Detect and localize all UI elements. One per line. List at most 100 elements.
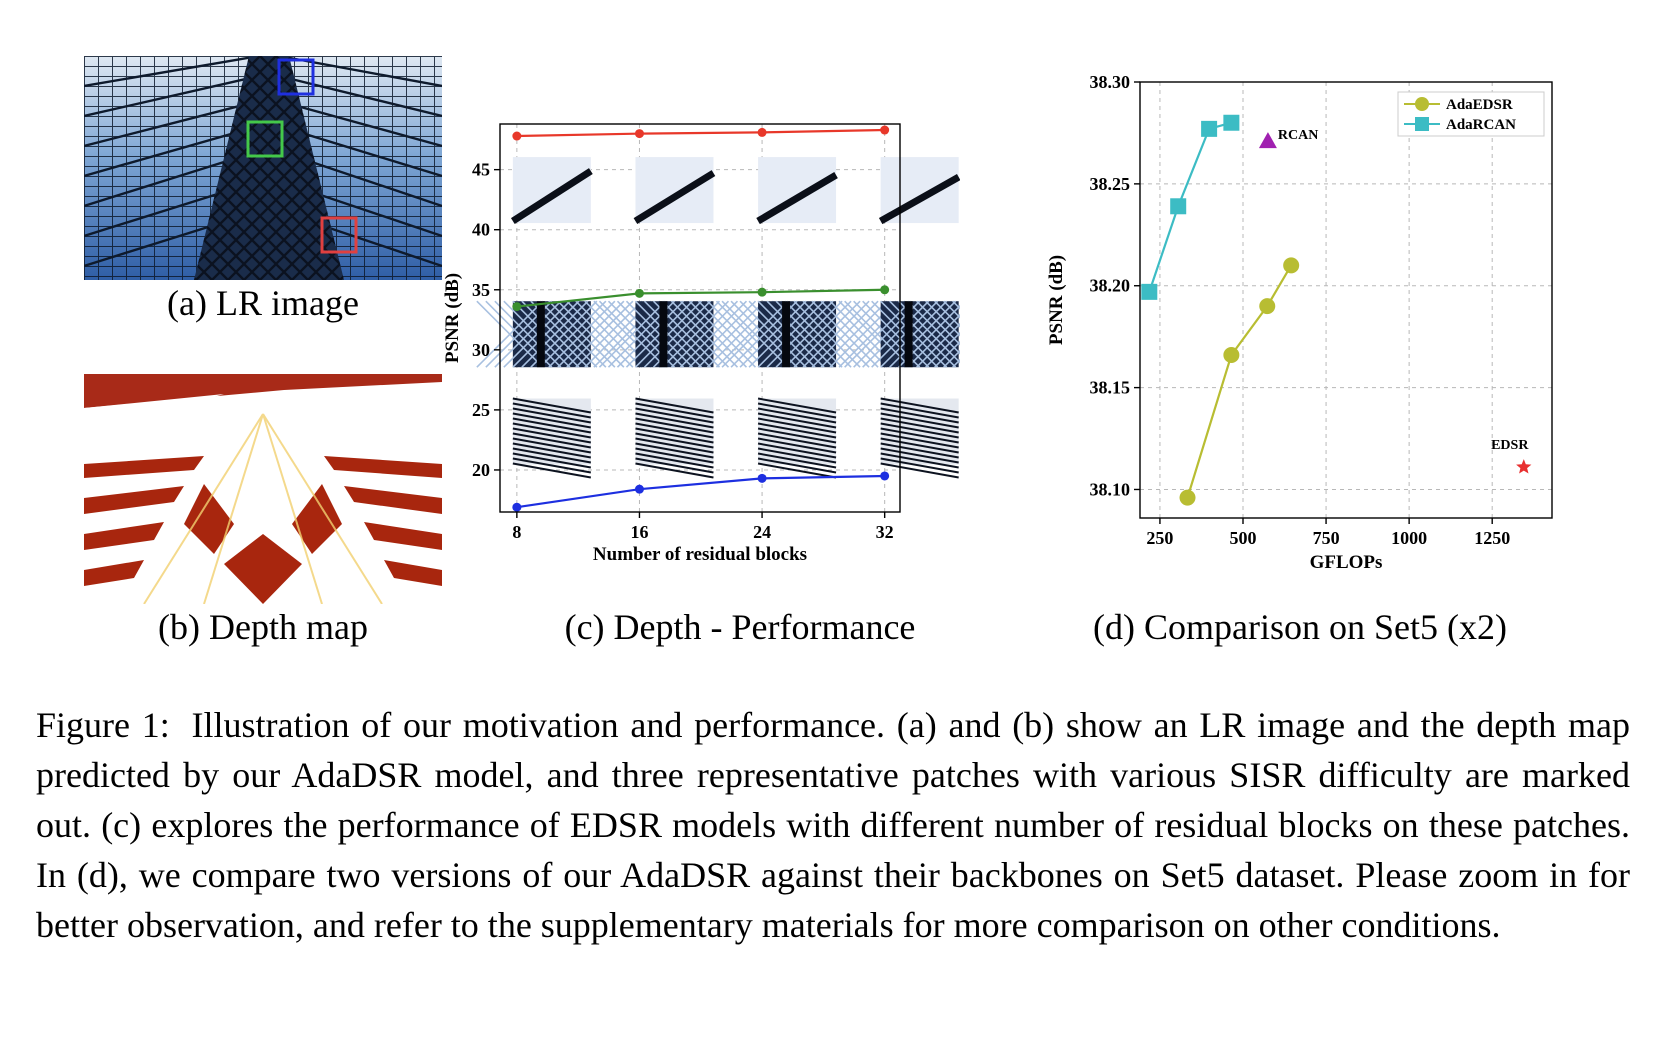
patch-thumbnail — [756, 157, 838, 225]
data-point-red — [512, 131, 522, 141]
patch-edge — [878, 174, 960, 225]
legend-label-adarcan: AdaRCAN — [1446, 117, 1516, 133]
patch-stripe — [880, 417, 959, 434]
patch-stripe — [880, 457, 959, 474]
patch-thumbnail — [844, 300, 960, 368]
patch-stripe — [512, 452, 592, 469]
patch-stripe — [880, 407, 959, 424]
data-point-green — [512, 302, 522, 312]
patch-edge — [633, 170, 716, 225]
patch-edge — [510, 168, 593, 225]
data-point-red — [757, 127, 767, 137]
patch-stripe — [512, 437, 592, 454]
patch-thumbnail — [878, 157, 960, 225]
patch-stripe — [512, 417, 592, 434]
patch-thumbnail — [633, 157, 716, 225]
patch-stripe — [635, 457, 714, 474]
panel-a-label: (a) LR image — [167, 283, 359, 323]
patch-stripe — [757, 437, 837, 454]
patch-stripe — [512, 432, 592, 449]
patch-stripe — [512, 407, 592, 424]
patch-stripe — [635, 462, 714, 479]
adarcan-point — [1170, 198, 1187, 215]
data-point-blue — [880, 471, 890, 481]
patch-stripe — [635, 452, 714, 469]
y-tick-label: 25 — [472, 400, 490, 420]
patch-hatch — [916, 322, 960, 368]
patch-hatch — [688, 300, 757, 368]
patch-stripe — [880, 397, 959, 414]
patch-thumbnail — [598, 300, 784, 368]
adarcan-point — [1223, 114, 1240, 131]
patch-thumbnail — [757, 397, 837, 479]
patch-thumbnail — [635, 397, 714, 479]
y-tick-label: 40 — [472, 220, 490, 240]
patch-hatch — [943, 300, 960, 319]
depth-performance-chart: 8 16 24 32 20 25 30 35 40 45 Number of residual bl… — [442, 123, 960, 565]
patch-stripe — [635, 402, 714, 419]
x-axis-label: GFLOPs — [1310, 552, 1383, 573]
plot-frame — [499, 123, 901, 513]
patch-beam — [904, 301, 913, 368]
patch-stripe — [635, 427, 714, 444]
x-axis-label: Number of residual blocks — [593, 544, 807, 565]
patch-stripe — [880, 452, 959, 469]
plot-frame — [1139, 81, 1553, 519]
patch-stripe — [757, 412, 837, 429]
patch-stripe — [512, 427, 592, 444]
patch-hatch — [820, 300, 888, 368]
patch-thumbnail — [512, 397, 592, 479]
adarcan-line — [1148, 121, 1232, 293]
data-point-blue — [512, 502, 522, 512]
patch-hatch — [697, 300, 766, 368]
patch-stripe — [757, 407, 837, 424]
adaedsr-point — [1283, 257, 1300, 274]
patch-hatch — [575, 300, 643, 368]
patch-hatch — [557, 300, 625, 368]
x-tick-label: 8 — [512, 522, 521, 542]
adaedsr-point — [1179, 489, 1196, 506]
patch-hatch — [934, 300, 960, 328]
adarcan-point — [1141, 283, 1158, 300]
x-tick-label: 24 — [753, 522, 771, 542]
patch-hatch — [943, 349, 960, 368]
x-tick-label: 1250 — [1474, 528, 1510, 548]
patch-stripe — [757, 402, 837, 419]
y-tick-label: 38.30 — [1090, 72, 1131, 92]
adaedsr-point — [1223, 347, 1240, 364]
patch-stripe — [880, 412, 959, 429]
patch-stripe — [757, 427, 837, 444]
lr-image — [84, 56, 442, 280]
x-tick-label: 750 — [1313, 528, 1340, 548]
data-point-red — [634, 129, 644, 139]
patch-stripe — [635, 422, 714, 439]
patch-stripe — [635, 442, 714, 459]
patch-stripe — [635, 437, 714, 454]
adaedsr-point — [1259, 298, 1276, 315]
patch-hatch — [925, 331, 960, 368]
patch-stripe — [512, 457, 592, 474]
y-axis-label: PSNR (dB) — [442, 273, 463, 363]
patch-stripe — [757, 447, 837, 464]
series-line-green — [516, 288, 885, 308]
patch-beam — [659, 301, 668, 368]
edsr-label: EDSR — [1491, 438, 1529, 453]
patch-hatch — [566, 300, 634, 368]
edsr-point — [1516, 459, 1532, 474]
patch-stripe — [512, 412, 592, 429]
depth-map-image — [84, 374, 442, 604]
x-tick-label: 500 — [1230, 528, 1257, 548]
y-tick-label: 20 — [472, 460, 490, 480]
panel-b-label: (b) Depth map — [158, 607, 368, 647]
patch-stripe — [512, 447, 592, 464]
patch-stripe — [880, 422, 959, 439]
patch-stripe — [757, 397, 837, 414]
figure-caption: Figure 1: Illustration of our motivation… — [36, 700, 1630, 950]
patch-stripe — [757, 457, 837, 474]
patch-stripe — [635, 407, 714, 424]
patch-stripe — [512, 422, 592, 439]
patch-stripe — [757, 462, 837, 479]
caption-text: Illustration of our motivation and perfo… — [36, 705, 1631, 945]
panel-d-label: (d) Comparison on Set5 (x2) — [1093, 607, 1507, 647]
patch-thumbnail — [880, 397, 959, 479]
